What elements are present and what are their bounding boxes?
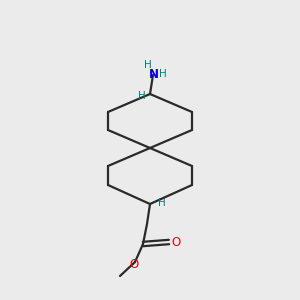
Text: H: H — [158, 198, 166, 208]
Text: H: H — [138, 91, 146, 101]
Text: N: N — [149, 68, 159, 80]
Text: H: H — [144, 60, 152, 70]
Text: O: O — [171, 236, 181, 248]
Text: H: H — [159, 69, 167, 79]
Text: O: O — [129, 257, 139, 271]
